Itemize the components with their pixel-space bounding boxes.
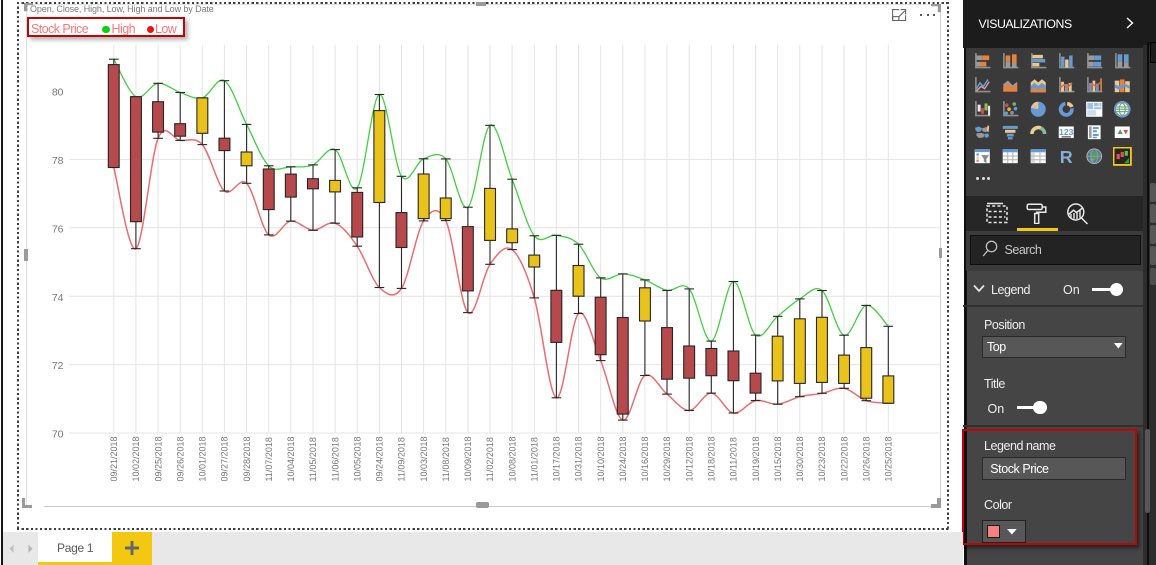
svg-text:09/24/2018: 09/24/2018: [375, 436, 385, 481]
svg-text:10/31/2018: 10/31/2018: [574, 436, 584, 481]
svg-text:10/04/2018: 10/04/2018: [286, 436, 296, 481]
svg-text:09/26/2018: 09/26/2018: [175, 436, 185, 481]
svg-text:11/06/2018: 11/06/2018: [330, 437, 340, 481]
svg-text:R: R: [1060, 147, 1073, 165]
svg-text:10/03/2018: 10/03/2018: [419, 436, 429, 481]
svg-text:10/10/2018: 10/10/2018: [596, 436, 606, 481]
svg-text:10/22/2018: 10/22/2018: [839, 436, 849, 481]
svg-text:11/05/2018: 11/05/2018: [308, 437, 318, 481]
svg-text:10/26/2018: 10/26/2018: [861, 436, 871, 481]
svg-text:10/30/2018: 10/30/2018: [795, 436, 805, 481]
svg-text:10/18/2018: 10/18/2018: [707, 436, 717, 481]
svg-text:10/25/2018: 10/25/2018: [884, 436, 894, 481]
svg-text:09/21/2018: 09/21/2018: [109, 436, 119, 481]
svg-text:11/07/2018: 11/07/2018: [264, 437, 274, 481]
svg-text:11/02/2018: 11/02/2018: [485, 437, 495, 481]
svg-text:10/05/2018: 10/05/2018: [352, 436, 362, 481]
svg-text:09/28/2018: 09/28/2018: [242, 436, 252, 481]
svg-text:10/17/2018: 10/17/2018: [552, 436, 562, 481]
svg-text:10/08/2018: 10/08/2018: [507, 436, 517, 481]
svg-text:78: 78: [52, 155, 64, 167]
svg-text:10/01/2018: 10/01/2018: [198, 436, 208, 481]
svg-text:10/11/2018: 10/11/2018: [729, 437, 739, 481]
svg-text:10/09/2018: 10/09/2018: [463, 436, 473, 481]
svg-text:10/29/2018: 10/29/2018: [662, 436, 672, 481]
svg-text:76: 76: [52, 223, 64, 235]
svg-text:10/24/2018: 10/24/2018: [618, 436, 628, 481]
svg-text:72: 72: [52, 360, 64, 372]
svg-text:10/02/2018: 10/02/2018: [131, 436, 141, 481]
svg-text:09/25/2018: 09/25/2018: [153, 436, 163, 481]
svg-text:80: 80: [52, 87, 64, 99]
svg-text:70: 70: [52, 429, 64, 441]
svg-text:10/15/2018: 10/15/2018: [773, 436, 783, 481]
svg-text:10/23/2018: 10/23/2018: [817, 436, 827, 481]
svg-text:10/19/2018: 10/19/2018: [751, 436, 761, 481]
svg-text:10/12/2018: 10/12/2018: [684, 436, 694, 481]
svg-text:74: 74: [52, 292, 64, 304]
svg-text:123: 123: [1059, 127, 1074, 137]
svg-text:11/08/2018: 11/08/2018: [441, 437, 451, 481]
svg-text:09/27/2018: 09/27/2018: [220, 436, 230, 481]
svg-text:11/09/2018: 11/09/2018: [397, 437, 407, 481]
svg-text:10/16/2018: 10/16/2018: [640, 436, 650, 481]
svg-text:11/01/2018: 11/01/2018: [530, 437, 540, 481]
